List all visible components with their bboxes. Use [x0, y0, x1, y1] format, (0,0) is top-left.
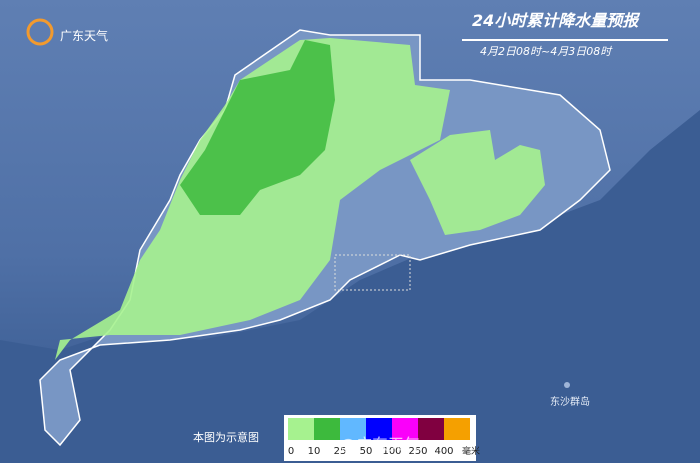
- legend-label: 100: [382, 446, 401, 457]
- title: 24小时累计降水量预报: [472, 11, 640, 30]
- island-label: 东沙群岛: [550, 395, 590, 408]
- legend: 0 10 25 50 100 250 400 毫米: [288, 418, 480, 457]
- legend-swatch: [444, 418, 470, 440]
- heavy-rain-area: [180, 40, 335, 215]
- legend-swatch: [366, 418, 392, 440]
- legend-swatch: [392, 418, 418, 440]
- legend-swatch: [288, 418, 314, 440]
- legend-label: 10: [308, 446, 321, 457]
- logo-text: 广东天气: [60, 28, 108, 43]
- subtitle: 4月2日08时~4月3日08时: [480, 45, 613, 58]
- logo-icon: [26, 18, 54, 46]
- legend-swatch: [340, 418, 366, 440]
- sea: [0, 110, 700, 463]
- legend-label: 25: [334, 446, 347, 457]
- inset-box: [334, 254, 411, 291]
- legend-label: 50: [360, 446, 373, 457]
- rain-area: [410, 130, 545, 235]
- legend-label: 0: [288, 446, 294, 457]
- legend-unit: 毫米: [462, 445, 480, 457]
- legend-label: 250: [408, 446, 427, 457]
- watermark: @广东天气: [340, 435, 420, 454]
- island: [564, 382, 570, 388]
- note: 本图为示意图: [193, 430, 259, 444]
- legend-swatch: [314, 418, 340, 440]
- legend-swatch: [418, 418, 444, 440]
- legend-label: 400: [434, 446, 453, 457]
